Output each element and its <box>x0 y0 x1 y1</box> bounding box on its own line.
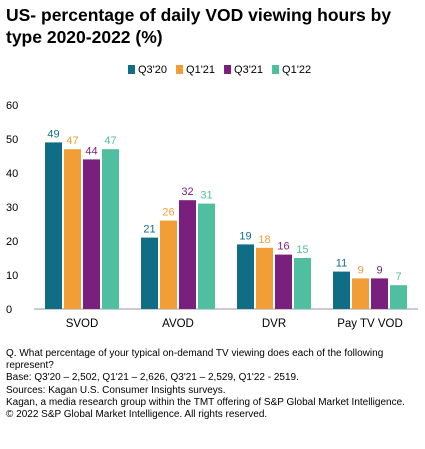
legend-label-0: Q3'20 <box>138 64 167 76</box>
bar-chart: 0 10 20 30 40 50 60 49 47 44 47 SVOD 21 26 32 31 AVOD 19 1… <box>6 64 418 330</box>
x-category-label: AVOD <box>162 318 194 330</box>
data-label: 49 <box>47 128 59 140</box>
data-label: 44 <box>85 145 97 157</box>
bar-pay-tv-vod-0 <box>333 271 350 309</box>
y-tick-label-5: 50 <box>6 134 18 146</box>
data-label: 9 <box>357 264 363 276</box>
chart-title: US- percentage of daily VOD viewing hour… <box>6 5 392 47</box>
data-label: 47 <box>66 135 78 147</box>
note-kagan: Kagan, a media research group within the… <box>6 396 405 408</box>
data-label: 31 <box>200 190 212 202</box>
y-tick-label-2: 20 <box>6 236 18 248</box>
data-label: 19 <box>239 230 251 242</box>
x-category-label: DVR <box>262 318 286 330</box>
data-label: 7 <box>395 271 401 283</box>
bar-avod-0 <box>141 237 158 309</box>
bar-dvr-0 <box>237 244 254 309</box>
note-question: Q. What percentage of your typical on-de… <box>6 348 384 372</box>
data-label: 21 <box>143 224 155 236</box>
bar-pay-tv-vod-2 <box>371 278 388 309</box>
bar-avod-1 <box>160 220 177 309</box>
y-tick-label-6: 60 <box>6 100 18 112</box>
bar-pay-tv-vod-1 <box>352 278 369 309</box>
legend-label-3: Q1'22 <box>282 64 311 76</box>
bar-dvr-2 <box>275 254 292 309</box>
data-label: 9 <box>376 264 382 276</box>
note-base: Base: Q3'20 – 2,502, Q1'21 – 2,626, Q3'2… <box>6 372 299 384</box>
data-label: 26 <box>162 207 174 219</box>
x-category-label: Pay TV VOD <box>337 318 403 330</box>
legend-swatch-2 <box>224 65 232 74</box>
bar-svod-2 <box>83 159 100 309</box>
data-label: 18 <box>258 234 270 246</box>
y-tick-label-1: 10 <box>6 270 18 282</box>
legend-swatch-1 <box>176 65 184 74</box>
note-sources: Sources: Kagan U.S. Consumer Insights su… <box>6 384 226 396</box>
data-label: 11 <box>336 258 347 270</box>
data-label: 47 <box>104 135 116 147</box>
legend-swatch-0 <box>128 65 135 74</box>
y-tick-label-3: 30 <box>6 202 18 214</box>
legend-label-1: Q1'21 <box>186 64 215 76</box>
y-tick-label-0: 0 <box>6 304 12 316</box>
note-copyright: © 2022 S&P Global Market Intelligence. A… <box>6 409 268 421</box>
bar-svod-1 <box>64 149 81 309</box>
bar-dvr-1 <box>256 247 273 309</box>
y-tick-label-4: 40 <box>6 168 18 180</box>
data-label: 15 <box>296 244 308 256</box>
legend-label-2: Q3'21 <box>234 64 263 76</box>
bar-svod-3 <box>102 149 119 309</box>
data-label: 16 <box>277 241 289 253</box>
bar-avod-2 <box>179 200 196 309</box>
bar-dvr-3 <box>294 258 311 309</box>
bar-pay-tv-vod-3 <box>390 285 407 309</box>
data-label: 32 <box>181 186 193 198</box>
bar-svod-0 <box>45 142 62 309</box>
x-category-label: SVOD <box>66 318 99 330</box>
chart-notes: Q. What percentage of your typical on-de… <box>6 348 418 421</box>
legend-swatch-3 <box>272 65 280 74</box>
bar-avod-3 <box>198 203 215 309</box>
